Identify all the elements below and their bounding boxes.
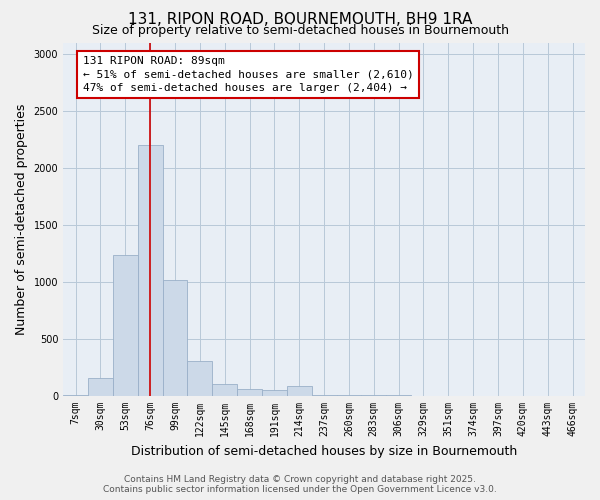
Bar <box>262 390 287 396</box>
Text: 131 RIPON ROAD: 89sqm
← 51% of semi-detached houses are smaller (2,610)
47% of s: 131 RIPON ROAD: 89sqm ← 51% of semi-deta… <box>83 56 414 92</box>
Text: Size of property relative to semi-detached houses in Bournemouth: Size of property relative to semi-detach… <box>91 24 509 37</box>
Bar <box>237 388 262 396</box>
Bar <box>113 254 138 396</box>
Bar <box>138 145 163 396</box>
Bar <box>212 384 237 396</box>
Bar <box>163 280 187 396</box>
X-axis label: Distribution of semi-detached houses by size in Bournemouth: Distribution of semi-detached houses by … <box>131 444 517 458</box>
Text: Contains HM Land Registry data © Crown copyright and database right 2025.
Contai: Contains HM Land Registry data © Crown c… <box>103 474 497 494</box>
Bar <box>187 360 212 396</box>
Bar <box>287 386 311 396</box>
Y-axis label: Number of semi-detached properties: Number of semi-detached properties <box>15 104 28 335</box>
Bar <box>311 395 337 396</box>
Bar <box>63 395 88 396</box>
Bar <box>88 378 113 396</box>
Text: 131, RIPON ROAD, BOURNEMOUTH, BH9 1RA: 131, RIPON ROAD, BOURNEMOUTH, BH9 1RA <box>128 12 472 28</box>
